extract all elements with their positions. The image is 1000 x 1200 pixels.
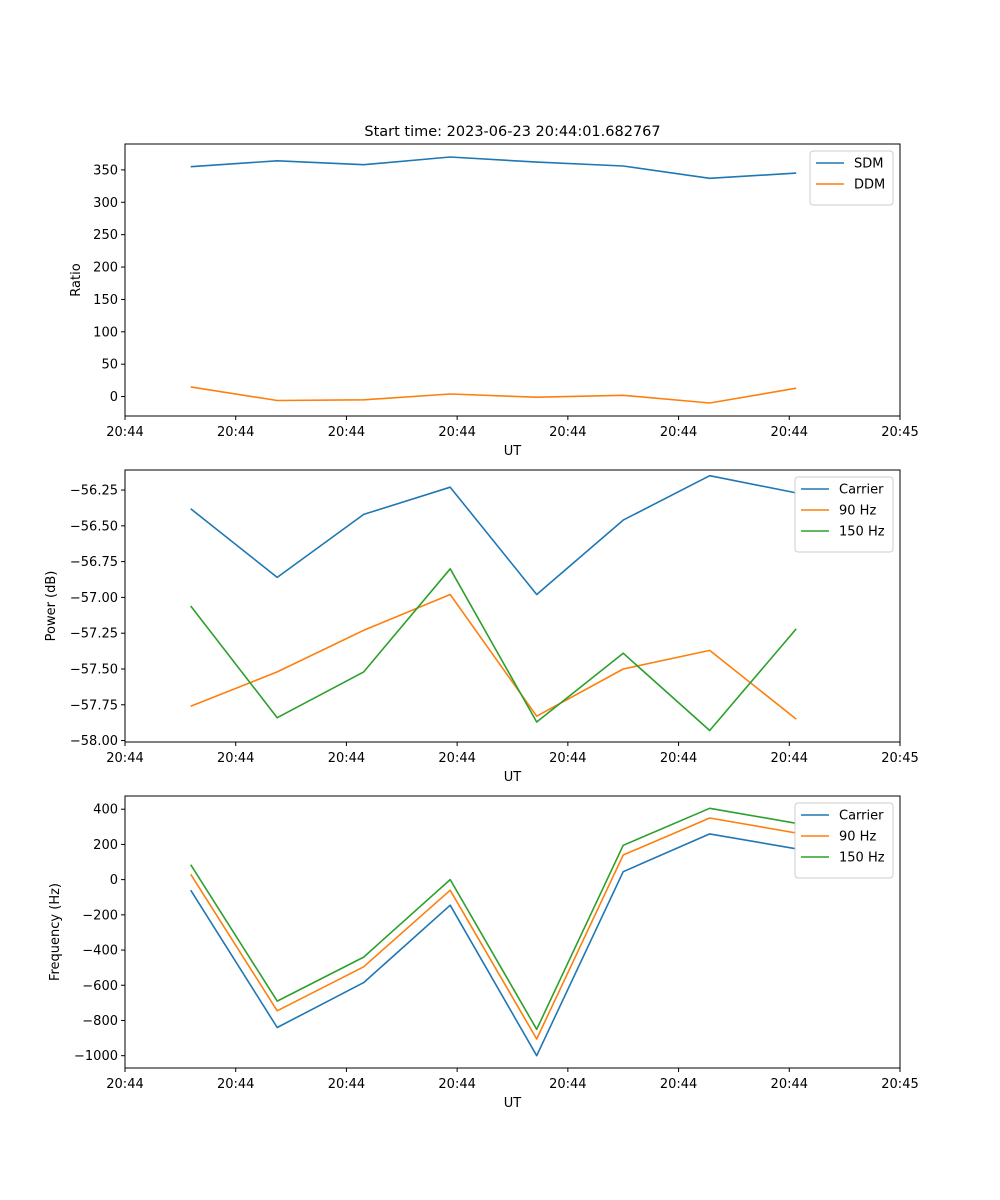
legend-label: SDM [854, 157, 883, 172]
series-line-ddm [190, 386, 797, 404]
axes-frame [124, 795, 901, 1069]
legend-box [794, 476, 894, 553]
x-tick-label: 20:44 [217, 1077, 254, 1092]
legend-label: Carrier [839, 809, 884, 824]
y-tick-label: 100 [93, 325, 118, 340]
y-axis-label: Frequency (Hz) [48, 883, 63, 981]
y-tick-label: −56.25 [70, 484, 118, 499]
y-tick-label: 400 [93, 803, 118, 818]
legend-label: DDM [854, 178, 885, 193]
legend: Carrier 90 Hz 150 Hz [794, 476, 894, 553]
x-tick-label: 20:44 [217, 425, 254, 440]
legend-label: 150 Hz [839, 851, 885, 866]
y-tick-label: 0 [110, 873, 118, 888]
series-line-90-hz [190, 817, 797, 1040]
figure-title: Start time: 2023-06-23 20:44:01.682767 [364, 124, 660, 140]
x-tick-label: 20:44 [106, 425, 143, 440]
y-tick-label: −57.00 [70, 591, 118, 606]
x-tick-label: 20:44 [438, 425, 475, 440]
x-tick-label: 20:44 [328, 425, 365, 440]
legend-box [794, 802, 894, 879]
x-tick-label: 20:44 [328, 751, 365, 766]
y-tick-label: −57.75 [70, 698, 118, 713]
x-tick-label: 20:44 [438, 1077, 475, 1092]
legend-label: 90 Hz [839, 504, 876, 519]
subplot-1: 0 50 100 150 200 250 300 350 20:44 20:44 20:44 20:4… [69, 143, 919, 459]
y-tick-label: −57.50 [70, 662, 118, 677]
y-tick-label: −56.50 [70, 519, 118, 534]
subplot-3: −1000 −800 −600 −400 −200 0 200 400 20:44 20:44 20… [48, 795, 919, 1111]
x-tick-label: 20:44 [771, 425, 808, 440]
x-tick-label: 20:44 [660, 1077, 697, 1092]
x-tick-label: 20:44 [660, 425, 697, 440]
x-axis-label: UT [504, 770, 522, 785]
x-tick-label: 20:44 [771, 1077, 808, 1092]
subplots: 0 50 100 150 200 250 300 350 20:44 20:44 20:44 20:4… [44, 143, 919, 1111]
y-tick-label: −1000 [74, 1049, 118, 1064]
axes-frame [124, 143, 901, 417]
x-tick-label: 20:44 [106, 751, 143, 766]
legend-label: Carrier [839, 483, 884, 498]
x-tick-label: 20:44 [549, 425, 586, 440]
x-axis-label: UT [504, 1096, 522, 1111]
series-line-90-hz [190, 593, 797, 720]
y-tick-label: −57.25 [70, 627, 118, 642]
y-axis-label: Ratio [69, 263, 84, 296]
y-tick-label: 0 [110, 390, 118, 405]
x-tick-label: 20:44 [660, 751, 697, 766]
y-tick-label: −56.75 [70, 555, 118, 570]
x-tick-label: 20:45 [881, 425, 918, 440]
y-tick-label: 200 [93, 838, 118, 853]
axes-frame [124, 469, 901, 743]
x-tick-label: 20:44 [549, 751, 586, 766]
y-tick-label: −58.00 [70, 734, 118, 749]
series-line-150-hz [190, 807, 797, 1031]
y-tick-label: −400 [82, 944, 118, 959]
x-tick-label: 20:45 [881, 751, 918, 766]
series-line-150-hz [190, 567, 797, 732]
legend-box [809, 150, 894, 206]
series-line-carrier [190, 474, 797, 596]
y-tick-label: 350 [93, 163, 118, 178]
y-tick-label: −200 [82, 908, 118, 923]
y-tick-label: 300 [93, 196, 118, 211]
x-tick-label: 20:45 [881, 1077, 918, 1092]
x-tick-label: 20:44 [438, 751, 475, 766]
series-line-carrier [190, 833, 797, 1057]
y-tick-label: 50 [101, 358, 118, 373]
y-tick-label: −800 [82, 1014, 118, 1029]
x-tick-label: 20:44 [549, 1077, 586, 1092]
legend-label: 150 Hz [839, 525, 885, 540]
subplot-2: −58.00 −57.75 −57.50 −57.25 −57.00 −56.75 −56.… [44, 469, 919, 785]
y-tick-label: 200 [93, 261, 118, 276]
x-tick-label: 20:44 [106, 1077, 143, 1092]
x-tick-label: 20:44 [328, 1077, 365, 1092]
x-tick-label: 20:44 [217, 751, 254, 766]
legend: SDM DDM [809, 150, 894, 206]
legend-label: 90 Hz [839, 830, 876, 845]
y-tick-label: −600 [82, 979, 118, 994]
y-tick-label: 150 [93, 293, 118, 308]
y-tick-label: 250 [93, 228, 118, 243]
x-tick-label: 20:44 [771, 751, 808, 766]
x-axis-label: UT [504, 444, 522, 459]
series-line-sdm [190, 156, 797, 180]
legend: Carrier 90 Hz 150 Hz [794, 802, 894, 879]
y-axis-label: Power (dB) [44, 571, 59, 642]
